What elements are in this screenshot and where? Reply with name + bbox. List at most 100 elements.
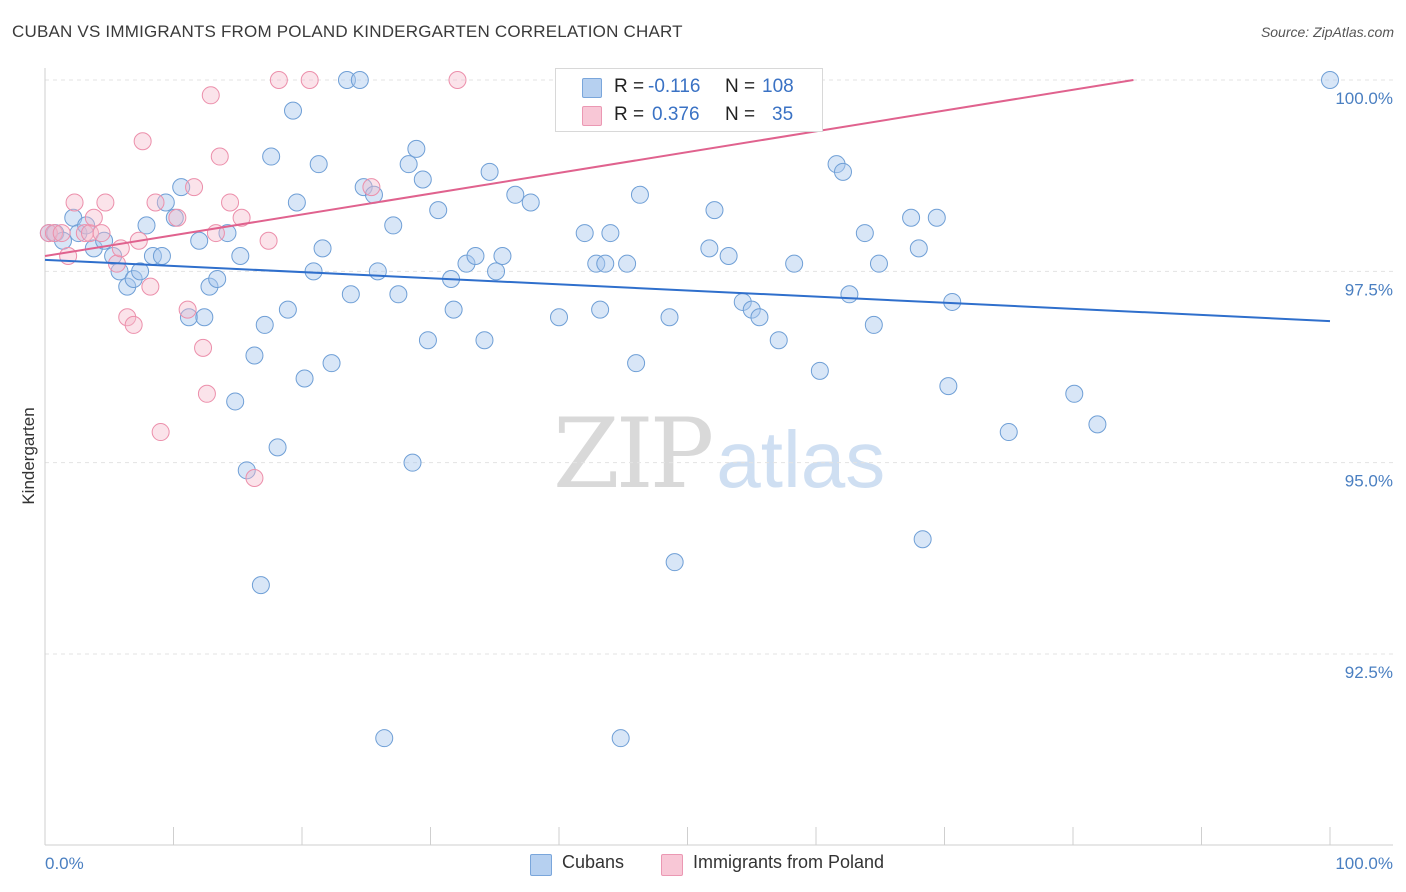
cubans-point [913,530,932,549]
cubans-swatch [530,854,552,876]
cubans-point [124,269,143,288]
poland-point [210,147,229,166]
cubans-point [927,208,946,227]
cubans-point [840,285,859,304]
cubans-point [785,254,804,273]
cubans-point [827,155,846,174]
trend-lines [44,79,1331,323]
cubans-point [475,331,494,350]
cubans-point [255,315,274,334]
cubans-point [313,239,332,258]
cubans-point [855,224,874,243]
cubans-point [278,300,297,319]
x-tick-label: 0.0% [45,854,84,873]
watermark-zip: ZIP [553,398,714,510]
cubans-point [200,277,219,296]
poland-point [151,423,170,442]
legend-n-value: 35 [772,104,794,125]
y-tick-label: 95.0% [1345,472,1393,491]
poland-point [201,86,220,105]
chart-source: Source: ZipAtlas.com [1260,24,1394,40]
cubans-point [601,224,620,243]
cubans-point [407,139,426,158]
cubans-point [354,178,373,197]
cubans-point [268,438,287,457]
cubans-point [226,392,245,411]
legend-r-label: R = [614,76,645,97]
cubans-point [596,254,615,273]
cubans-point [341,285,360,304]
cubans-point [742,300,761,319]
cubans-point [705,201,724,220]
poland-point [300,71,319,89]
poland-point [269,71,288,89]
stats-legend: R = -0.116 N = 108 R = 0.376 N = 35 [555,68,823,132]
y-axis-label: Kindergarten [19,407,38,504]
cubans-point [909,239,928,258]
cubans-point [665,553,684,572]
poland-point [194,338,213,357]
poland-point [362,178,381,197]
cubans-point [999,423,1018,442]
cubans-point [869,254,888,273]
cubans-point [480,162,499,181]
cubans-point [700,239,719,258]
poland-point [92,224,111,243]
cubans-point [322,354,341,373]
cubans-point [864,315,883,334]
cubans-point [287,193,306,212]
y-tick-label: 92.5% [1345,663,1393,682]
cubans-point [769,331,788,350]
cubans-point [550,308,568,327]
legend-label-poland: Immigrants from Poland [693,852,885,872]
cubans-point [251,576,270,595]
y-tick-label: 97.5% [1345,280,1393,299]
cubans-point [719,247,738,266]
cubans-point [618,254,637,273]
cubans-point [506,185,525,204]
poland-point [448,71,467,89]
poland-point [52,224,71,243]
cubans-points [39,71,1339,748]
cubans-point [750,308,769,327]
poland-point [39,224,58,243]
poland-swatch [582,106,602,126]
cubans-point [284,101,303,120]
cubans-point [350,71,369,89]
legend-label-cubans: Cubans [562,852,625,872]
cubans-point [156,193,175,212]
poland-point [232,208,251,227]
poland-point [221,193,240,212]
poland-point [197,384,216,403]
cubans-point [309,155,328,174]
cubans-point [466,247,485,266]
cubans-point [1065,384,1084,403]
cubans-point [179,308,198,327]
poland-point [141,277,160,296]
cubans-point [591,300,610,319]
legend-r-value: 0.376 [652,104,700,125]
cubans-point [337,71,356,89]
legend-row-cubans: R = -0.116 N = 108 [556,73,822,101]
poland-trend-line [44,79,1134,258]
cubans-point [413,170,432,189]
cubans-point [152,247,171,266]
cubans-point [833,162,852,181]
legend-n-value: 108 [762,76,794,97]
cubans-swatch [582,78,602,98]
poland-swatch [661,854,683,876]
cubans-point [1088,415,1107,434]
cubans-point [172,178,191,197]
poland-point [84,208,103,227]
poland-point [245,468,264,487]
poland-point [44,224,63,243]
cubans-point [418,331,437,350]
cubans-point [1321,71,1339,89]
cubans-point [190,231,209,250]
cubans-point [304,262,323,281]
cubans-point [457,254,476,273]
zipatlas-watermark: ZIPatlas [553,398,885,510]
poland-point [146,193,165,212]
x-tick-label: 100.0% [1335,854,1393,873]
cubans-point [231,247,250,266]
